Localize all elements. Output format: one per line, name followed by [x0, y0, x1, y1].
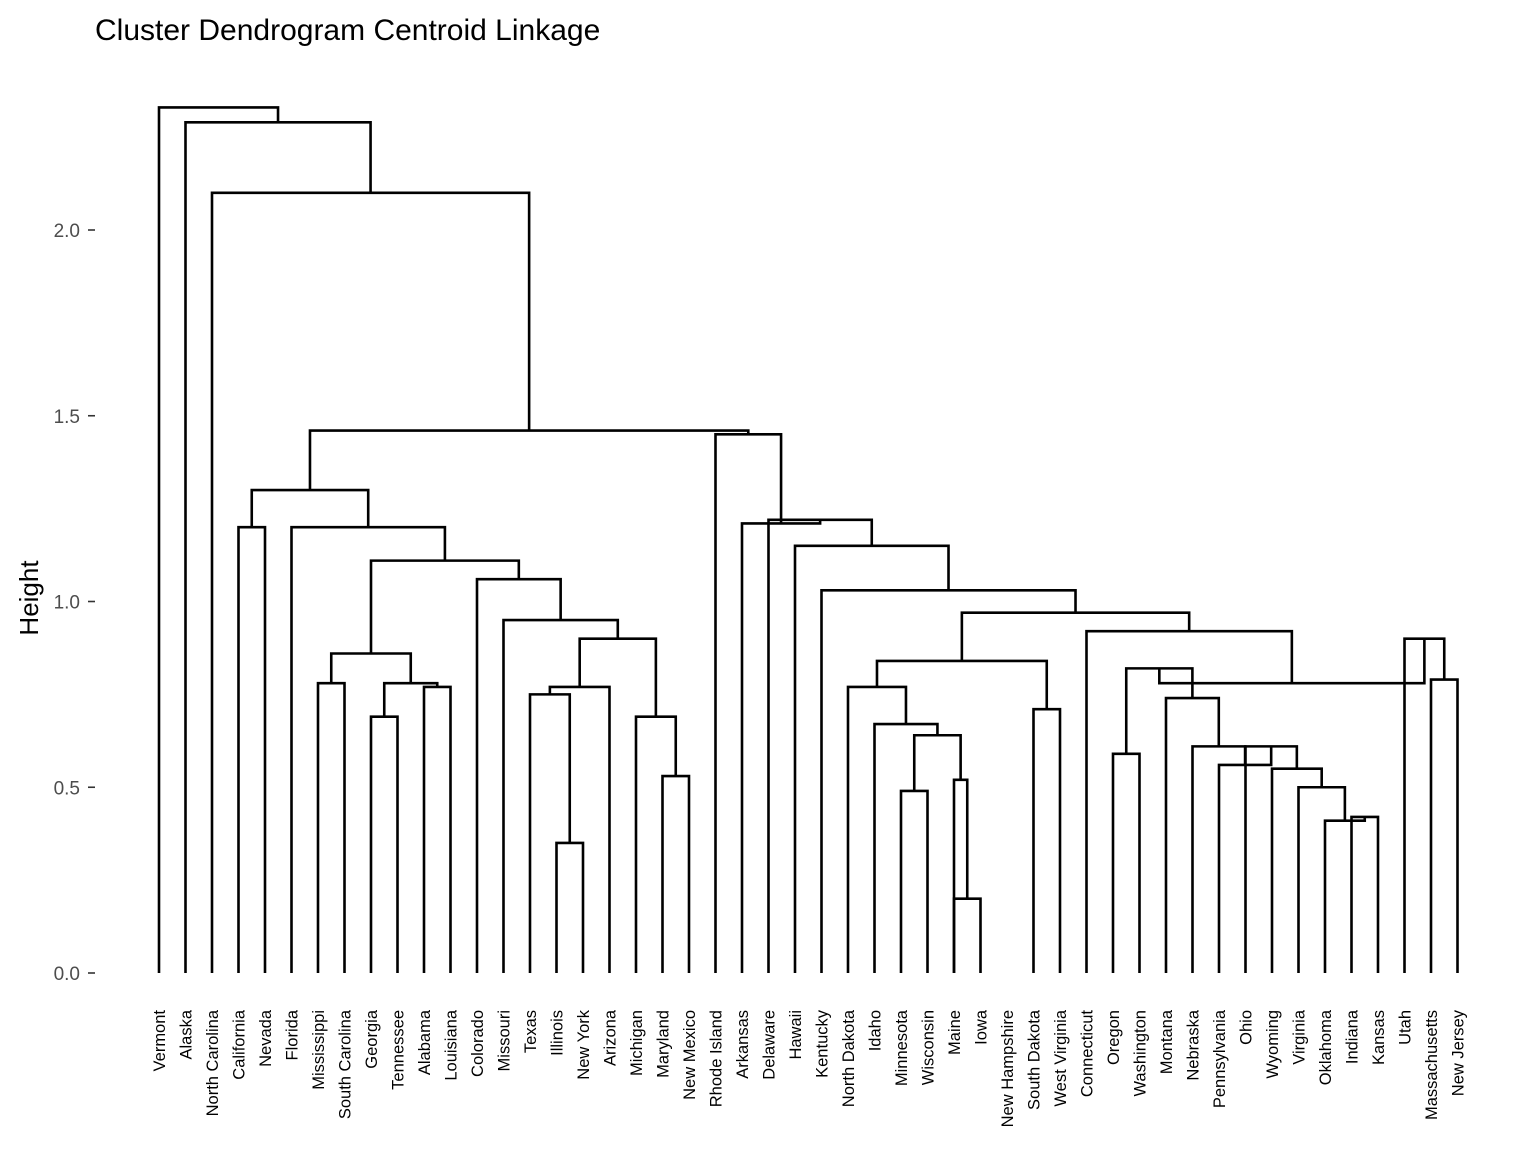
- branch-merge-34: [502, 618, 620, 973]
- leaf-label: Rhode Island: [708, 1010, 726, 1107]
- branch-merge-11: [952, 778, 969, 973]
- leaf-label: Massachusetts: [1423, 1010, 1441, 1120]
- dendrogram-branches: [157, 106, 1459, 973]
- branch-merge-46: [308, 429, 750, 491]
- leaf-label: New Mexico: [681, 1010, 699, 1100]
- branch-merge-30: [578, 637, 658, 717]
- branch-merge-4: [1323, 816, 1367, 973]
- leaf-label: Maryland: [655, 1010, 673, 1078]
- branch-merge-27: [1429, 678, 1459, 973]
- branch-merge-44: [250, 488, 370, 528]
- leaf-labels: Vermont Alaska North Carolina California Nev…: [151, 1009, 1468, 1127]
- leaf-label: Utah: [1397, 1010, 1415, 1045]
- branch-merge-7: [661, 774, 691, 973]
- branch-merge-15: [634, 715, 678, 973]
- leaf-label: Vermont: [151, 1010, 169, 1072]
- branch-merge-23: [382, 681, 439, 717]
- branch-merge-40: [237, 525, 267, 973]
- branch-merge-42: [767, 518, 874, 973]
- branch-merge-28: [875, 659, 1049, 710]
- leaf-label: Pennsylvania: [1211, 1009, 1229, 1108]
- y-axis-label: Height: [14, 560, 44, 636]
- leaf-label: Arkansas: [734, 1010, 752, 1079]
- branch-merge-39: [793, 544, 950, 973]
- branch-merge-43: [740, 519, 822, 973]
- leaf-label: Missouri: [496, 1010, 514, 1071]
- leaf-label: South Carolina: [337, 1009, 355, 1119]
- leaf-label: Tennessee: [390, 1010, 408, 1090]
- leaf-label: Arizona: [602, 1009, 620, 1066]
- leaf-label: Texas: [522, 1010, 540, 1053]
- leaf-label: Delaware: [761, 1010, 779, 1080]
- leaf-label: New Jersey: [1450, 1009, 1468, 1096]
- y-tick-label: 1.0: [54, 593, 80, 614]
- leaf-label: Alabama: [416, 1009, 434, 1075]
- y-tick-label: 0.5: [54, 778, 80, 799]
- leaf-label: Nebraska: [1185, 1009, 1203, 1080]
- leaf-label: Ohio: [1238, 1010, 1256, 1045]
- branch-merge-29: [329, 652, 413, 684]
- branch-merge-45: [714, 433, 783, 973]
- y-tick-label: 0.0: [54, 964, 80, 985]
- branch-merge-21: [422, 685, 452, 973]
- branch-merge-49: [157, 106, 280, 973]
- leaf-label: North Dakota: [840, 1009, 858, 1107]
- branch-merge-38: [369, 559, 521, 654]
- branch-merge-35: [960, 611, 1191, 661]
- leaf-label: Illinois: [549, 1010, 567, 1056]
- leaf-label: Alaska: [178, 1009, 196, 1059]
- leaf-label: Mississippi: [310, 1010, 328, 1090]
- leaf-label: Michigan: [628, 1010, 646, 1076]
- leaf-label: Oregon: [1105, 1010, 1123, 1065]
- leaf-label: South Dakota: [1026, 1009, 1044, 1110]
- branch-merge-22: [846, 685, 908, 973]
- leaf-label: Indiana: [1344, 1009, 1362, 1064]
- leaf-label: Nevada: [257, 1009, 275, 1067]
- branch-merge-25: [548, 685, 611, 973]
- leaf-label: Virginia: [1291, 1009, 1309, 1065]
- leaf-label: Iowa: [973, 1009, 991, 1045]
- branch-merge-36: [820, 589, 1077, 973]
- chart-title: Cluster Dendrogram Centroid Linkage: [95, 14, 600, 47]
- leaf-label: Kansas: [1370, 1010, 1388, 1065]
- leaf-label: Wyoming: [1264, 1010, 1282, 1079]
- leaf-label: Georgia: [363, 1009, 381, 1069]
- leaf-label: North Carolina: [204, 1009, 222, 1116]
- leaf-label: Kentucky: [814, 1009, 832, 1078]
- leaf-label: New York: [575, 1009, 593, 1079]
- leaf-label: Wisconsin: [920, 1010, 938, 1085]
- branch-merge-2: [555, 841, 585, 973]
- leaf-label: Hawaii: [787, 1010, 805, 1060]
- branch-merge-20: [528, 693, 572, 973]
- branch-merge-31: [1403, 637, 1446, 973]
- leaf-label: New Hampshire: [999, 1010, 1017, 1127]
- leaf-label: Louisiana: [443, 1009, 461, 1080]
- leaf-label: Oklahoma: [1317, 1009, 1335, 1085]
- branch-merge-37: [475, 577, 562, 973]
- branch-merge-24: [316, 681, 346, 973]
- leaf-label: West Virginia: [1052, 1009, 1070, 1106]
- branch-merge-41: [290, 525, 447, 973]
- leaf-label: Minnesota: [893, 1009, 911, 1086]
- leaf-label: Florida: [284, 1009, 302, 1060]
- branch-merge-16: [369, 715, 399, 973]
- leaf-label: Montana: [1158, 1009, 1176, 1074]
- leaf-label: Idaho: [867, 1010, 885, 1051]
- leaf-label: Colorado: [469, 1010, 487, 1077]
- branch-merge-17: [1032, 707, 1062, 973]
- y-tick-label: 1.5: [54, 407, 80, 428]
- leaf-label: Washington: [1132, 1010, 1150, 1097]
- leaf-label: California: [231, 1009, 249, 1080]
- branch-merge-5: [899, 789, 929, 973]
- y-tick-label: 2.0: [54, 221, 80, 242]
- y-axis: 0.0 0.5 1.0 1.5 2.0: [54, 221, 95, 985]
- leaf-label: Maine: [946, 1010, 964, 1055]
- branch-merge-3: [1350, 815, 1380, 973]
- branch-merge-8: [1270, 767, 1323, 973]
- branch-merge-6: [1297, 785, 1347, 973]
- branch-merge-1: [952, 897, 982, 973]
- leaf-label: Connecticut: [1079, 1010, 1097, 1098]
- branch-merge-13: [1111, 752, 1141, 973]
